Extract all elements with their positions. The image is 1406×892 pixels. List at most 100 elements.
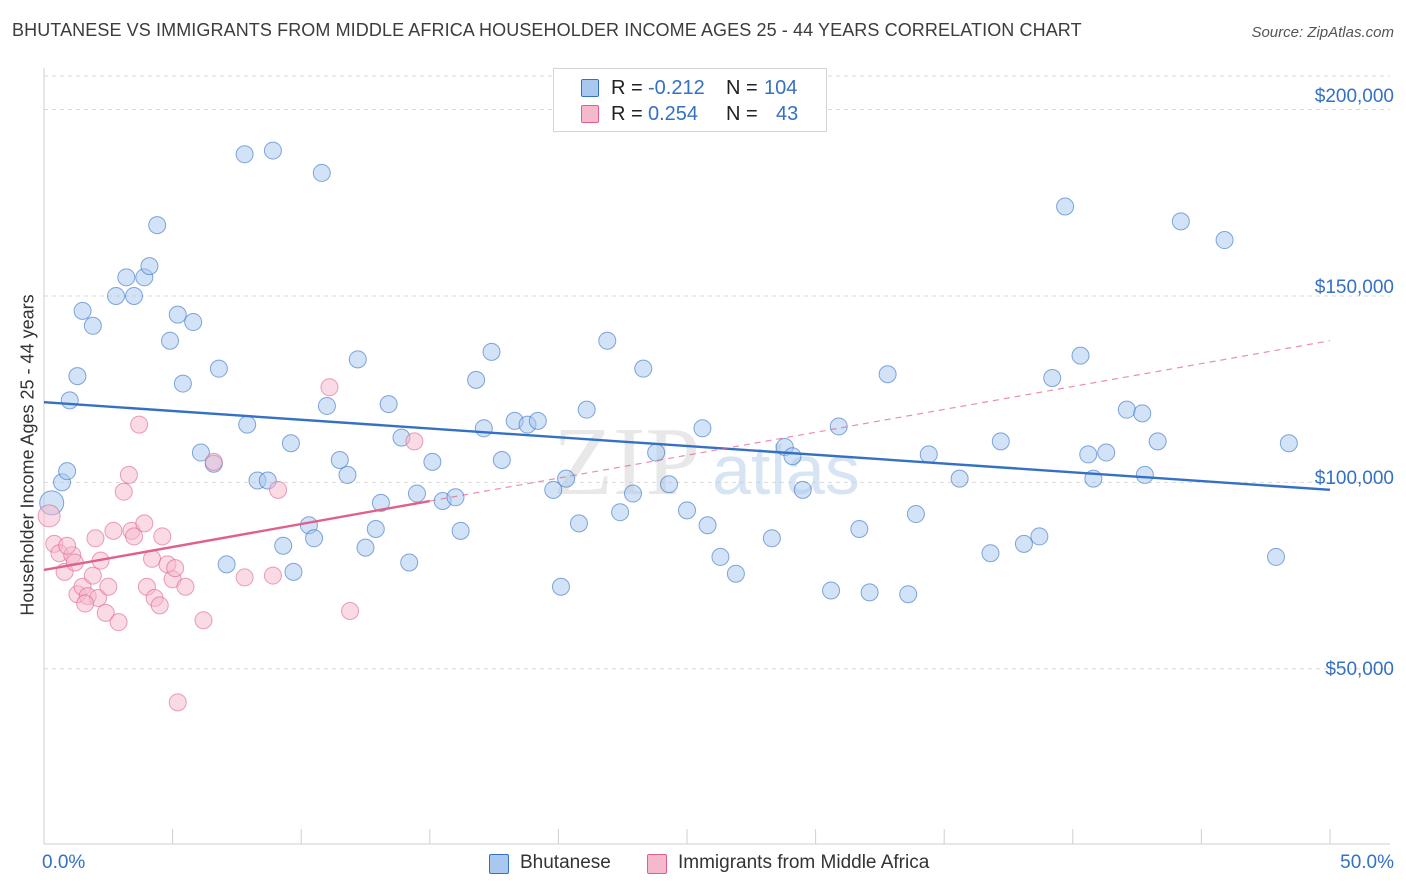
data-point — [711, 547, 730, 566]
data-point — [1171, 212, 1190, 231]
data-point — [1279, 434, 1298, 453]
data-point — [405, 432, 424, 451]
data-point — [878, 365, 897, 384]
data-point — [235, 568, 254, 587]
x-tick-label: 0.0% — [42, 852, 86, 873]
data-point — [1043, 368, 1062, 387]
data-point — [173, 374, 192, 393]
trend-line — [43, 499, 431, 572]
data-point — [114, 482, 133, 501]
data-point — [263, 566, 282, 585]
data-point — [99, 577, 118, 596]
data-point — [135, 514, 154, 533]
r-value: 0.254 — [648, 103, 699, 125]
data-point — [634, 359, 653, 378]
data-point — [191, 443, 210, 462]
trend-line — [43, 401, 1331, 492]
n-value: 43 — [776, 103, 799, 125]
legend: Bhutanese Immigrants from Middle Africa — [0, 852, 1406, 878]
data-point — [446, 488, 465, 507]
data-point — [58, 536, 77, 555]
data-point — [153, 527, 172, 546]
data-point — [829, 417, 848, 436]
data-point — [83, 566, 102, 585]
data-point — [659, 475, 678, 494]
legend-swatch — [647, 854, 667, 874]
y-tick-label: $200,000 — [1314, 86, 1394, 107]
data-point — [950, 469, 969, 488]
data-point — [58, 462, 77, 481]
trend-line-extension — [429, 340, 1331, 502]
y-tick-label: $50,000 — [1325, 659, 1394, 680]
data-point — [407, 484, 426, 503]
data-point — [371, 493, 390, 512]
data-point — [194, 611, 213, 630]
data-point — [96, 603, 115, 622]
data-point — [423, 452, 442, 471]
data-point — [528, 411, 547, 430]
data-point — [698, 516, 717, 535]
data-point — [1266, 547, 1285, 566]
series-middle-africa — [37, 378, 424, 712]
legend-swatch — [489, 854, 509, 874]
data-point — [762, 529, 781, 548]
data-point — [73, 301, 92, 320]
data-point — [109, 613, 128, 632]
data-point — [991, 432, 1010, 451]
data-point — [76, 594, 95, 613]
data-point — [238, 415, 257, 434]
data-point — [348, 350, 367, 369]
data-point — [341, 601, 360, 620]
data-point — [235, 145, 254, 164]
y-tick-label: $150,000 — [1314, 277, 1394, 298]
data-point — [793, 480, 812, 499]
data-point — [569, 514, 588, 533]
data-point — [492, 451, 511, 469]
data-point — [125, 286, 144, 305]
data-point — [544, 480, 563, 499]
data-point — [899, 585, 918, 604]
data-point — [184, 313, 203, 332]
data-point — [1135, 465, 1154, 484]
r-label: R = — [611, 77, 643, 99]
series-bhutanese — [39, 141, 1298, 604]
data-point — [919, 445, 938, 464]
data-point — [161, 331, 180, 350]
data-point — [37, 504, 61, 528]
data-point — [693, 419, 712, 438]
data-point — [623, 484, 642, 503]
data-point — [104, 521, 123, 540]
data-point — [305, 529, 324, 548]
data-point — [263, 141, 282, 160]
data-point — [1148, 432, 1167, 451]
data-point — [577, 400, 596, 419]
data-point — [647, 443, 666, 462]
y-tick-label: $100,000 — [1314, 468, 1394, 489]
data-point — [1117, 400, 1136, 419]
data-point — [130, 415, 149, 434]
chart-title: BHUTANESE VS IMMIGRANTS FROM MIDDLE AFRI… — [12, 20, 1082, 40]
data-point — [320, 378, 339, 397]
data-point — [217, 555, 236, 574]
data-point — [850, 519, 869, 538]
data-point — [451, 521, 470, 540]
r-value: -0.212 — [648, 77, 705, 99]
data-point — [474, 419, 493, 438]
data-point — [274, 536, 293, 555]
data-point — [107, 286, 126, 305]
n-label: N = — [726, 77, 758, 99]
data-point — [150, 596, 169, 615]
data-point — [783, 447, 802, 466]
data-point — [148, 216, 167, 235]
data-point — [86, 529, 105, 548]
data-point — [678, 501, 696, 520]
data-point — [400, 553, 419, 572]
source-label: Source: ZipAtlas.com — [1251, 24, 1394, 41]
swatch-bhutanese — [581, 79, 599, 97]
n-label: N = — [726, 103, 758, 125]
data-point — [860, 583, 879, 602]
data-point — [119, 465, 138, 484]
data-point — [140, 257, 159, 276]
data-point — [1014, 534, 1033, 553]
data-point — [1097, 443, 1116, 462]
